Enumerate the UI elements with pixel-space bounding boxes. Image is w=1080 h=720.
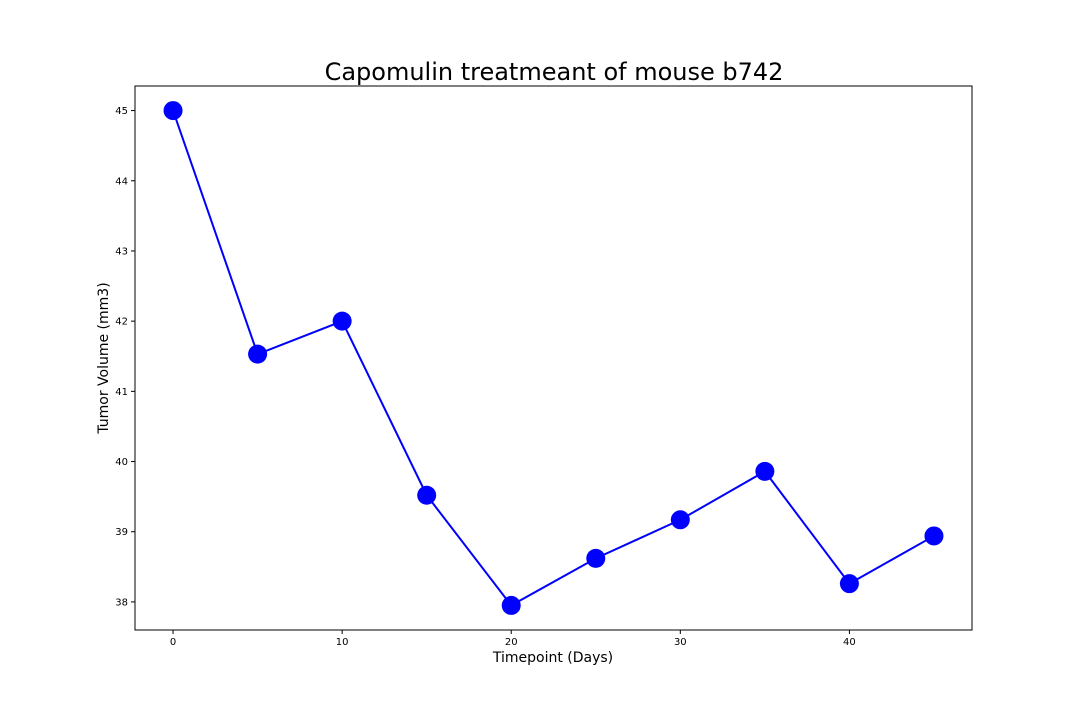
data-point <box>501 595 521 615</box>
series-line <box>172 110 935 607</box>
series-layer <box>163 101 944 615</box>
data-point <box>332 311 352 331</box>
y-tick-label: 38 <box>115 597 128 608</box>
x-tick-label: 0 <box>170 637 176 648</box>
y-tick-label: 42 <box>115 317 128 328</box>
x-axis-ticks: 0 10 20 30 40 <box>170 630 856 648</box>
y-axis-label: Tumor Volume (mm3) <box>96 282 112 434</box>
x-tick-label: 10 <box>336 637 349 648</box>
y-tick-label: 41 <box>115 387 128 398</box>
y-axis-ticks: 38 39 40 41 42 43 44 45 <box>115 106 135 608</box>
data-point <box>586 548 606 568</box>
x-tick-label: 30 <box>674 637 687 648</box>
y-tick-label: 39 <box>115 527 128 538</box>
x-axis-label: Timepoint (Days) <box>492 650 613 666</box>
y-tick-label: 43 <box>115 246 128 257</box>
data-point <box>248 344 268 364</box>
x-tick-label: 20 <box>505 637 518 648</box>
plot-frame <box>134 85 973 631</box>
y-tick-label: 44 <box>115 176 128 187</box>
data-point <box>839 574 859 594</box>
y-tick-label: 45 <box>115 106 128 117</box>
data-point <box>755 461 775 481</box>
data-point <box>670 510 690 530</box>
data-point <box>924 526 944 546</box>
y-tick-label: 40 <box>115 457 128 468</box>
data-point <box>163 101 183 121</box>
chart-title: Capomulin treatmeant of mouse b742 <box>325 58 784 86</box>
x-tick-label: 40 <box>843 637 856 648</box>
data-point <box>417 485 437 505</box>
